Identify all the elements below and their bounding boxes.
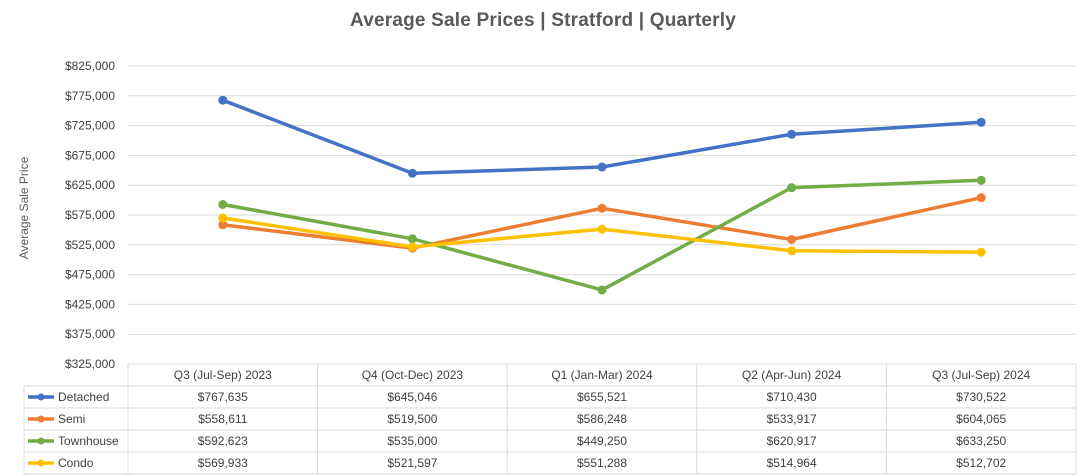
table-value-cell: $604,065	[956, 412, 1006, 426]
data-point	[597, 285, 607, 295]
y-axis-label: Average Sale Price	[17, 156, 31, 259]
table-value-cell: $633,250	[956, 434, 1006, 448]
y-tick-label: $575,000	[65, 208, 115, 222]
legend-series-name: Detached	[58, 390, 109, 404]
y-tick-label: $525,000	[65, 238, 115, 252]
series-townhouse	[218, 175, 986, 295]
table-value-cell: $514,964	[767, 456, 817, 470]
table-value-cell: $592,623	[198, 434, 248, 448]
legend-series-name: Condo	[58, 456, 94, 470]
data-point	[976, 117, 986, 127]
data-point	[218, 213, 228, 223]
data-point	[597, 224, 607, 234]
table-value-cell: $521,597	[387, 456, 437, 470]
x-category-label: Q3 (Jul-Sep) 2023	[174, 368, 272, 382]
y-tick-label: $375,000	[65, 327, 115, 341]
y-tick-label: $625,000	[65, 178, 115, 192]
y-tick-label: $825,000	[65, 59, 115, 73]
data-point	[218, 199, 228, 209]
table-value-cell: $519,500	[387, 412, 437, 426]
table-value-cell: $655,521	[577, 390, 627, 404]
data-point	[787, 183, 797, 193]
legend-key-marker	[37, 459, 45, 467]
table-value-cell: $710,430	[767, 390, 817, 404]
series-lines	[218, 95, 986, 295]
data-point	[787, 234, 797, 244]
data-point	[407, 242, 417, 252]
table-value-cell: $558,611	[198, 412, 247, 426]
y-tick-label: $775,000	[65, 89, 115, 103]
table-value-cell: $645,046	[387, 390, 437, 404]
x-category-label: Q1 (Jan-Mar) 2024	[551, 368, 653, 382]
y-tick-label: $325,000	[65, 357, 115, 371]
legend-series-name: Semi	[58, 412, 85, 426]
legend-key-marker	[37, 415, 45, 423]
series-semi	[218, 193, 986, 253]
series-condo	[218, 213, 986, 257]
legend-key-marker	[37, 437, 45, 445]
data-point	[218, 220, 228, 230]
series-detached	[218, 95, 986, 178]
data-point	[597, 162, 607, 172]
table-value-cell: $767,635	[198, 390, 248, 404]
table-value-cell: $512,702	[956, 456, 1006, 470]
y-tick-label: $675,000	[65, 148, 115, 162]
table-value-cell: $620,917	[767, 434, 817, 448]
series-line	[221, 98, 983, 176]
y-axis-ticks: $325,000 $375,000 $425,000 $475,000 $525,000…	[65, 59, 115, 371]
data-point	[218, 95, 228, 105]
x-category-label: Q4 (Oct-Dec) 2023	[362, 368, 464, 382]
data-point	[976, 175, 986, 185]
data-point	[976, 247, 986, 257]
data-point	[407, 168, 417, 178]
y-tick-label: $475,000	[65, 268, 115, 282]
x-category-label: Q3 (Jul-Sep) 2024	[932, 368, 1030, 382]
data-point	[787, 129, 797, 139]
y-tick-label: $725,000	[65, 119, 115, 133]
data-point	[407, 234, 417, 244]
data-point	[976, 193, 986, 203]
table-value-cell: $551,288	[577, 456, 627, 470]
x-category-label: Q2 (Apr-Jun) 2024	[742, 368, 842, 382]
data-point	[597, 203, 607, 213]
table-value-cell: $569,933	[198, 456, 248, 470]
table-value-cell: $586,248	[577, 412, 627, 426]
table-value-cell: $449,250	[577, 434, 627, 448]
data-table: Q3 (Jul-Sep) 2023 Q4 (Oct-Dec) 2023 Q1 (Ja…	[23, 363, 1077, 475]
data-point	[787, 246, 797, 256]
legend-key-marker	[37, 393, 45, 401]
gridlines	[128, 65, 1076, 365]
legend-series-name: Townhouse	[58, 434, 119, 448]
table-value-cell: $533,917	[767, 412, 817, 426]
table-value-cell: $535,000	[387, 434, 437, 448]
table-value-cell: $730,522	[956, 390, 1006, 404]
y-tick-label: $425,000	[65, 297, 115, 311]
chart-title: Average Sale Prices | Stratford | Quarte…	[349, 10, 737, 31]
